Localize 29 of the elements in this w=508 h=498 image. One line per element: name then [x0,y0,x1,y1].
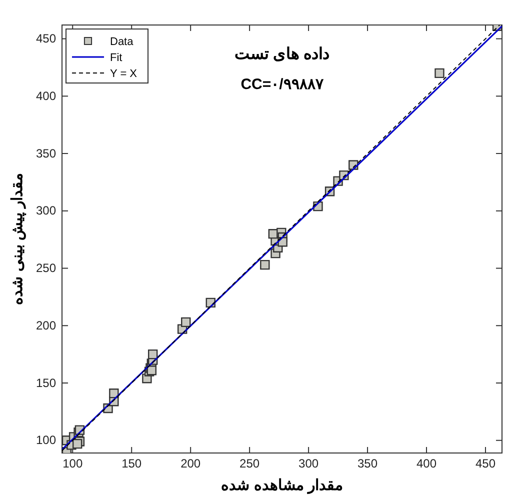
point [181,317,191,328]
point [260,260,270,270]
y-tick-label: 450 [36,32,56,46]
point [148,349,158,360]
y-tick-label: 200 [36,318,56,332]
x-tick-label: 250 [240,456,260,471]
y-tick-label: 300 [36,204,56,218]
x-tick-label: 350 [358,456,378,471]
y-tick-label: 400 [36,88,56,103]
annotation: داده های تست [234,46,330,63]
y-tick-label: 150 [36,376,56,390]
y-tick-label: 350 [36,146,56,160]
x-tick-label: 100 [62,456,83,471]
y-tick-label: 250 [36,261,56,276]
legend-label: Data [110,36,134,48]
legend-label: Fit [110,52,122,64]
x-tick-label: 400 [416,456,437,471]
y-axis-title: مقدار پیش بینی شده [9,173,27,305]
point [109,388,119,398]
x-tick-label: 150 [122,456,142,471]
annotation: CC=۰/۹۹۸۸۷ [240,76,324,93]
point [434,68,444,78]
x-tick-label: 300 [298,456,319,471]
x-tick-label: 200 [180,456,201,471]
legend-label: Y = X [110,68,138,80]
x-tick-label: 450 [475,456,496,471]
point [72,438,82,449]
y-tick-label: 100 [36,433,56,448]
x-axis-title: مقدار مشاهده شده [220,477,344,494]
